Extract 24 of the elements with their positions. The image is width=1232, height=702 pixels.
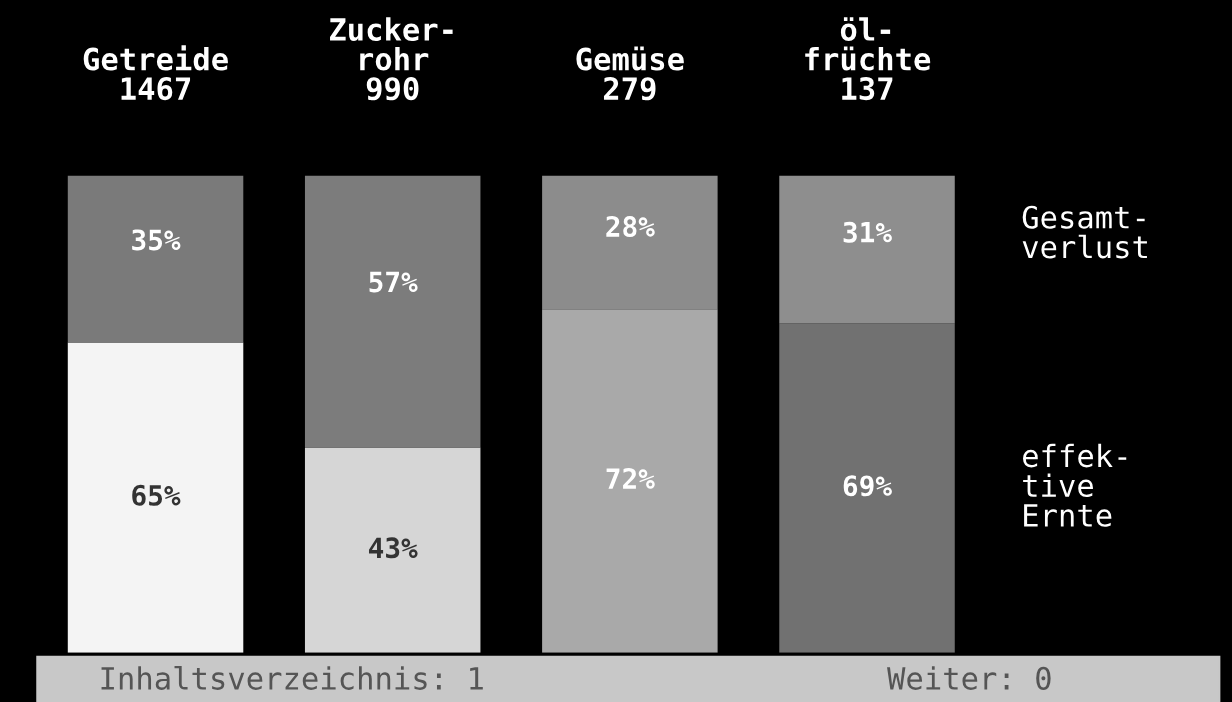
bar [542,175,718,310]
text: effek- tive Ernte [1023,443,1127,527]
bar [779,175,955,324]
x-tick-label: Gemüse 279 [576,46,684,101]
bar [304,447,481,653]
x-tick-label: öl- früchte 137 [805,17,931,101]
data-label: 57% [369,271,418,293]
text: Inhaltsverzeichnis: 1 [101,666,483,690]
data-label: 65% [132,484,181,506]
bar [304,175,481,448]
data-label: 43% [369,537,418,559]
data-label: 35% [132,229,181,251]
bar [779,323,955,653]
text: Weiter: 0 [887,666,1051,690]
bar [67,175,244,343]
data-label: 72% [606,468,655,489]
data-label: 69% [843,475,892,497]
text: Gesamt- verlust [1022,205,1147,259]
bar [67,342,244,653]
data-label: 28% [606,216,655,238]
data-label: 31% [843,221,892,243]
x-tick-label: Zucker- rohr 990 [330,17,453,101]
x-tick-label: Getreide 1467 [83,45,228,101]
bar [542,309,718,653]
